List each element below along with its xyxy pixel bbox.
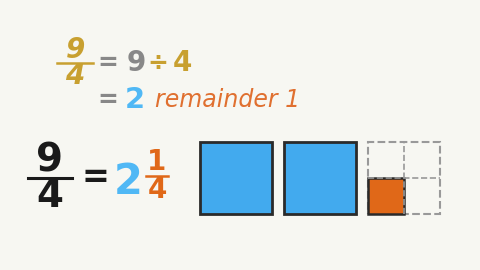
Text: 1: 1 [147, 148, 167, 176]
Bar [200, 142, 272, 214]
Text: 4: 4 [36, 177, 63, 215]
Text: ÷: ÷ [147, 51, 168, 75]
Text: =: = [97, 88, 119, 112]
Text: 9: 9 [65, 36, 84, 64]
Text: 4: 4 [65, 62, 84, 90]
Text: 2: 2 [125, 86, 145, 114]
Bar [368, 178, 404, 214]
Bar [368, 142, 440, 214]
Text: 9: 9 [126, 49, 145, 77]
Bar [284, 142, 356, 214]
Text: 4: 4 [147, 176, 167, 204]
Text: 9: 9 [36, 141, 63, 179]
Text: remainder 1: remainder 1 [156, 88, 300, 112]
Text: 2: 2 [114, 161, 143, 203]
Text: =: = [81, 161, 109, 194]
Text: =: = [97, 51, 119, 75]
Text: 4: 4 [172, 49, 192, 77]
